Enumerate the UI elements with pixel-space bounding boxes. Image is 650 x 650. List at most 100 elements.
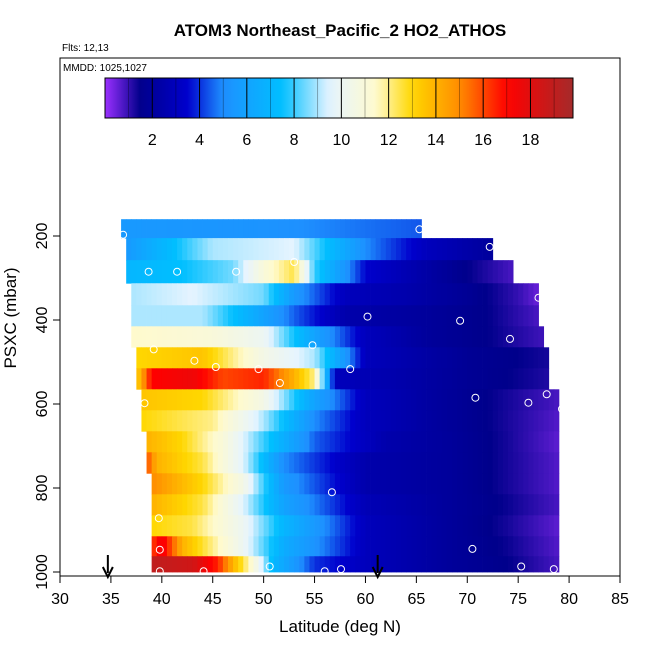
heatmap-cell xyxy=(457,347,463,369)
heatmap-cell xyxy=(309,326,315,348)
heatmap-cell xyxy=(187,494,193,516)
heatmap-cell xyxy=(278,515,285,537)
heatmap-cell xyxy=(350,473,356,495)
heatmap-cell xyxy=(192,389,198,411)
heatmap-cell xyxy=(151,283,158,306)
heatmap-cell xyxy=(187,536,193,557)
heatmap-cell xyxy=(217,260,224,284)
heatmap-cell xyxy=(192,219,198,239)
heatmap-cell xyxy=(278,556,285,573)
heatmap-cell xyxy=(329,368,336,390)
heatmap-cell xyxy=(329,260,336,284)
heatmap-cell xyxy=(396,431,402,453)
heatmap-cell xyxy=(350,326,356,348)
heatmap-cell xyxy=(329,494,336,516)
heatmap-cell xyxy=(401,556,407,573)
heatmap-cell xyxy=(299,326,305,348)
heatmap-cell xyxy=(172,556,178,573)
heatmap-cell xyxy=(436,347,443,369)
heatmap-cell xyxy=(538,410,545,432)
heatmap-cell xyxy=(309,494,315,516)
heatmap-cell xyxy=(345,473,351,495)
heatmap-cell xyxy=(314,556,321,573)
heatmap-cell xyxy=(233,305,239,327)
heatmap-cell xyxy=(207,347,214,369)
heatmap-cell xyxy=(222,452,229,474)
heatmap-cell xyxy=(284,452,290,474)
heatmap-cell xyxy=(248,556,254,573)
heatmap-cell xyxy=(355,515,361,537)
y-tick-label: 400 xyxy=(34,307,51,334)
heatmap-cell xyxy=(309,515,315,537)
heatmap-cell xyxy=(161,326,168,348)
heatmap-cell xyxy=(538,515,545,537)
heatmap-cell xyxy=(258,389,265,411)
heatmap-cell xyxy=(518,473,524,495)
heatmap-cell xyxy=(482,473,489,495)
heatmap-cell xyxy=(452,410,458,432)
heatmap-cell xyxy=(365,431,371,453)
heatmap-cell xyxy=(289,389,295,411)
heatmap-cell xyxy=(401,238,407,261)
heatmap-cell xyxy=(299,238,305,261)
heatmap-cell xyxy=(177,556,183,573)
heatmap-cell xyxy=(294,283,300,306)
heatmap-cell xyxy=(543,368,550,390)
heatmap-cell xyxy=(156,305,163,327)
heatmap-cell xyxy=(243,260,249,284)
heatmap-cell xyxy=(518,410,524,432)
heatmap-cell xyxy=(228,238,234,261)
heatmap-cell xyxy=(436,536,443,557)
heatmap-cell xyxy=(375,305,382,327)
heatmap-cell xyxy=(345,410,351,432)
heatmap-cell xyxy=(380,536,387,557)
heatmap-cell xyxy=(253,515,259,537)
heatmap-cell xyxy=(222,260,229,284)
heatmap-cell xyxy=(217,556,224,573)
heatmap-cell xyxy=(172,326,178,348)
heatmap-cell xyxy=(299,515,305,537)
heatmap-cell xyxy=(421,283,427,306)
heatmap-cell xyxy=(452,494,458,516)
heatmap-cell xyxy=(375,515,382,537)
heatmap-cell xyxy=(380,283,387,306)
sample-point xyxy=(471,393,480,402)
heatmap-cell xyxy=(446,347,453,369)
heatmap-cell xyxy=(314,410,321,432)
heatmap-cell xyxy=(314,219,321,239)
heatmap-cell xyxy=(243,452,249,474)
heatmap-cell xyxy=(345,368,351,390)
heatmap-cell xyxy=(192,536,198,557)
heatmap-cell xyxy=(253,368,259,390)
heatmap-cell xyxy=(263,219,270,239)
heatmap-cell xyxy=(452,389,458,411)
heatmap-cell xyxy=(406,326,412,348)
heatmap-cell xyxy=(238,283,244,306)
heatmap-cell xyxy=(314,431,321,453)
heatmap-cell xyxy=(518,431,524,453)
heatmap-cell xyxy=(309,368,315,390)
heatmap-cell xyxy=(553,410,560,432)
colorbar-tick-label: 16 xyxy=(474,132,492,149)
heatmap-cell xyxy=(268,347,275,369)
heatmap-cell xyxy=(273,305,280,327)
heatmap-cell xyxy=(533,368,539,390)
heatmap-cell xyxy=(345,556,351,573)
heatmap-cell xyxy=(340,494,346,516)
heatmap-cell xyxy=(131,238,137,261)
heatmap-cell xyxy=(350,494,356,516)
heatmap-cell xyxy=(421,494,427,516)
heatmap-cell xyxy=(436,515,443,537)
heatmap-cell xyxy=(350,410,356,432)
heatmap-cell xyxy=(390,283,397,306)
heatmap-cell xyxy=(212,452,219,474)
heatmap-cell xyxy=(528,515,534,537)
heatmap-cell xyxy=(497,556,504,573)
heatmap-cell xyxy=(421,368,427,390)
sample-point xyxy=(517,562,526,571)
heatmap-cell xyxy=(513,473,519,495)
heatmap-cell xyxy=(329,389,336,411)
heatmap-cell xyxy=(294,347,300,369)
heatmap-cell xyxy=(436,326,443,348)
heatmap-cell xyxy=(502,431,509,453)
